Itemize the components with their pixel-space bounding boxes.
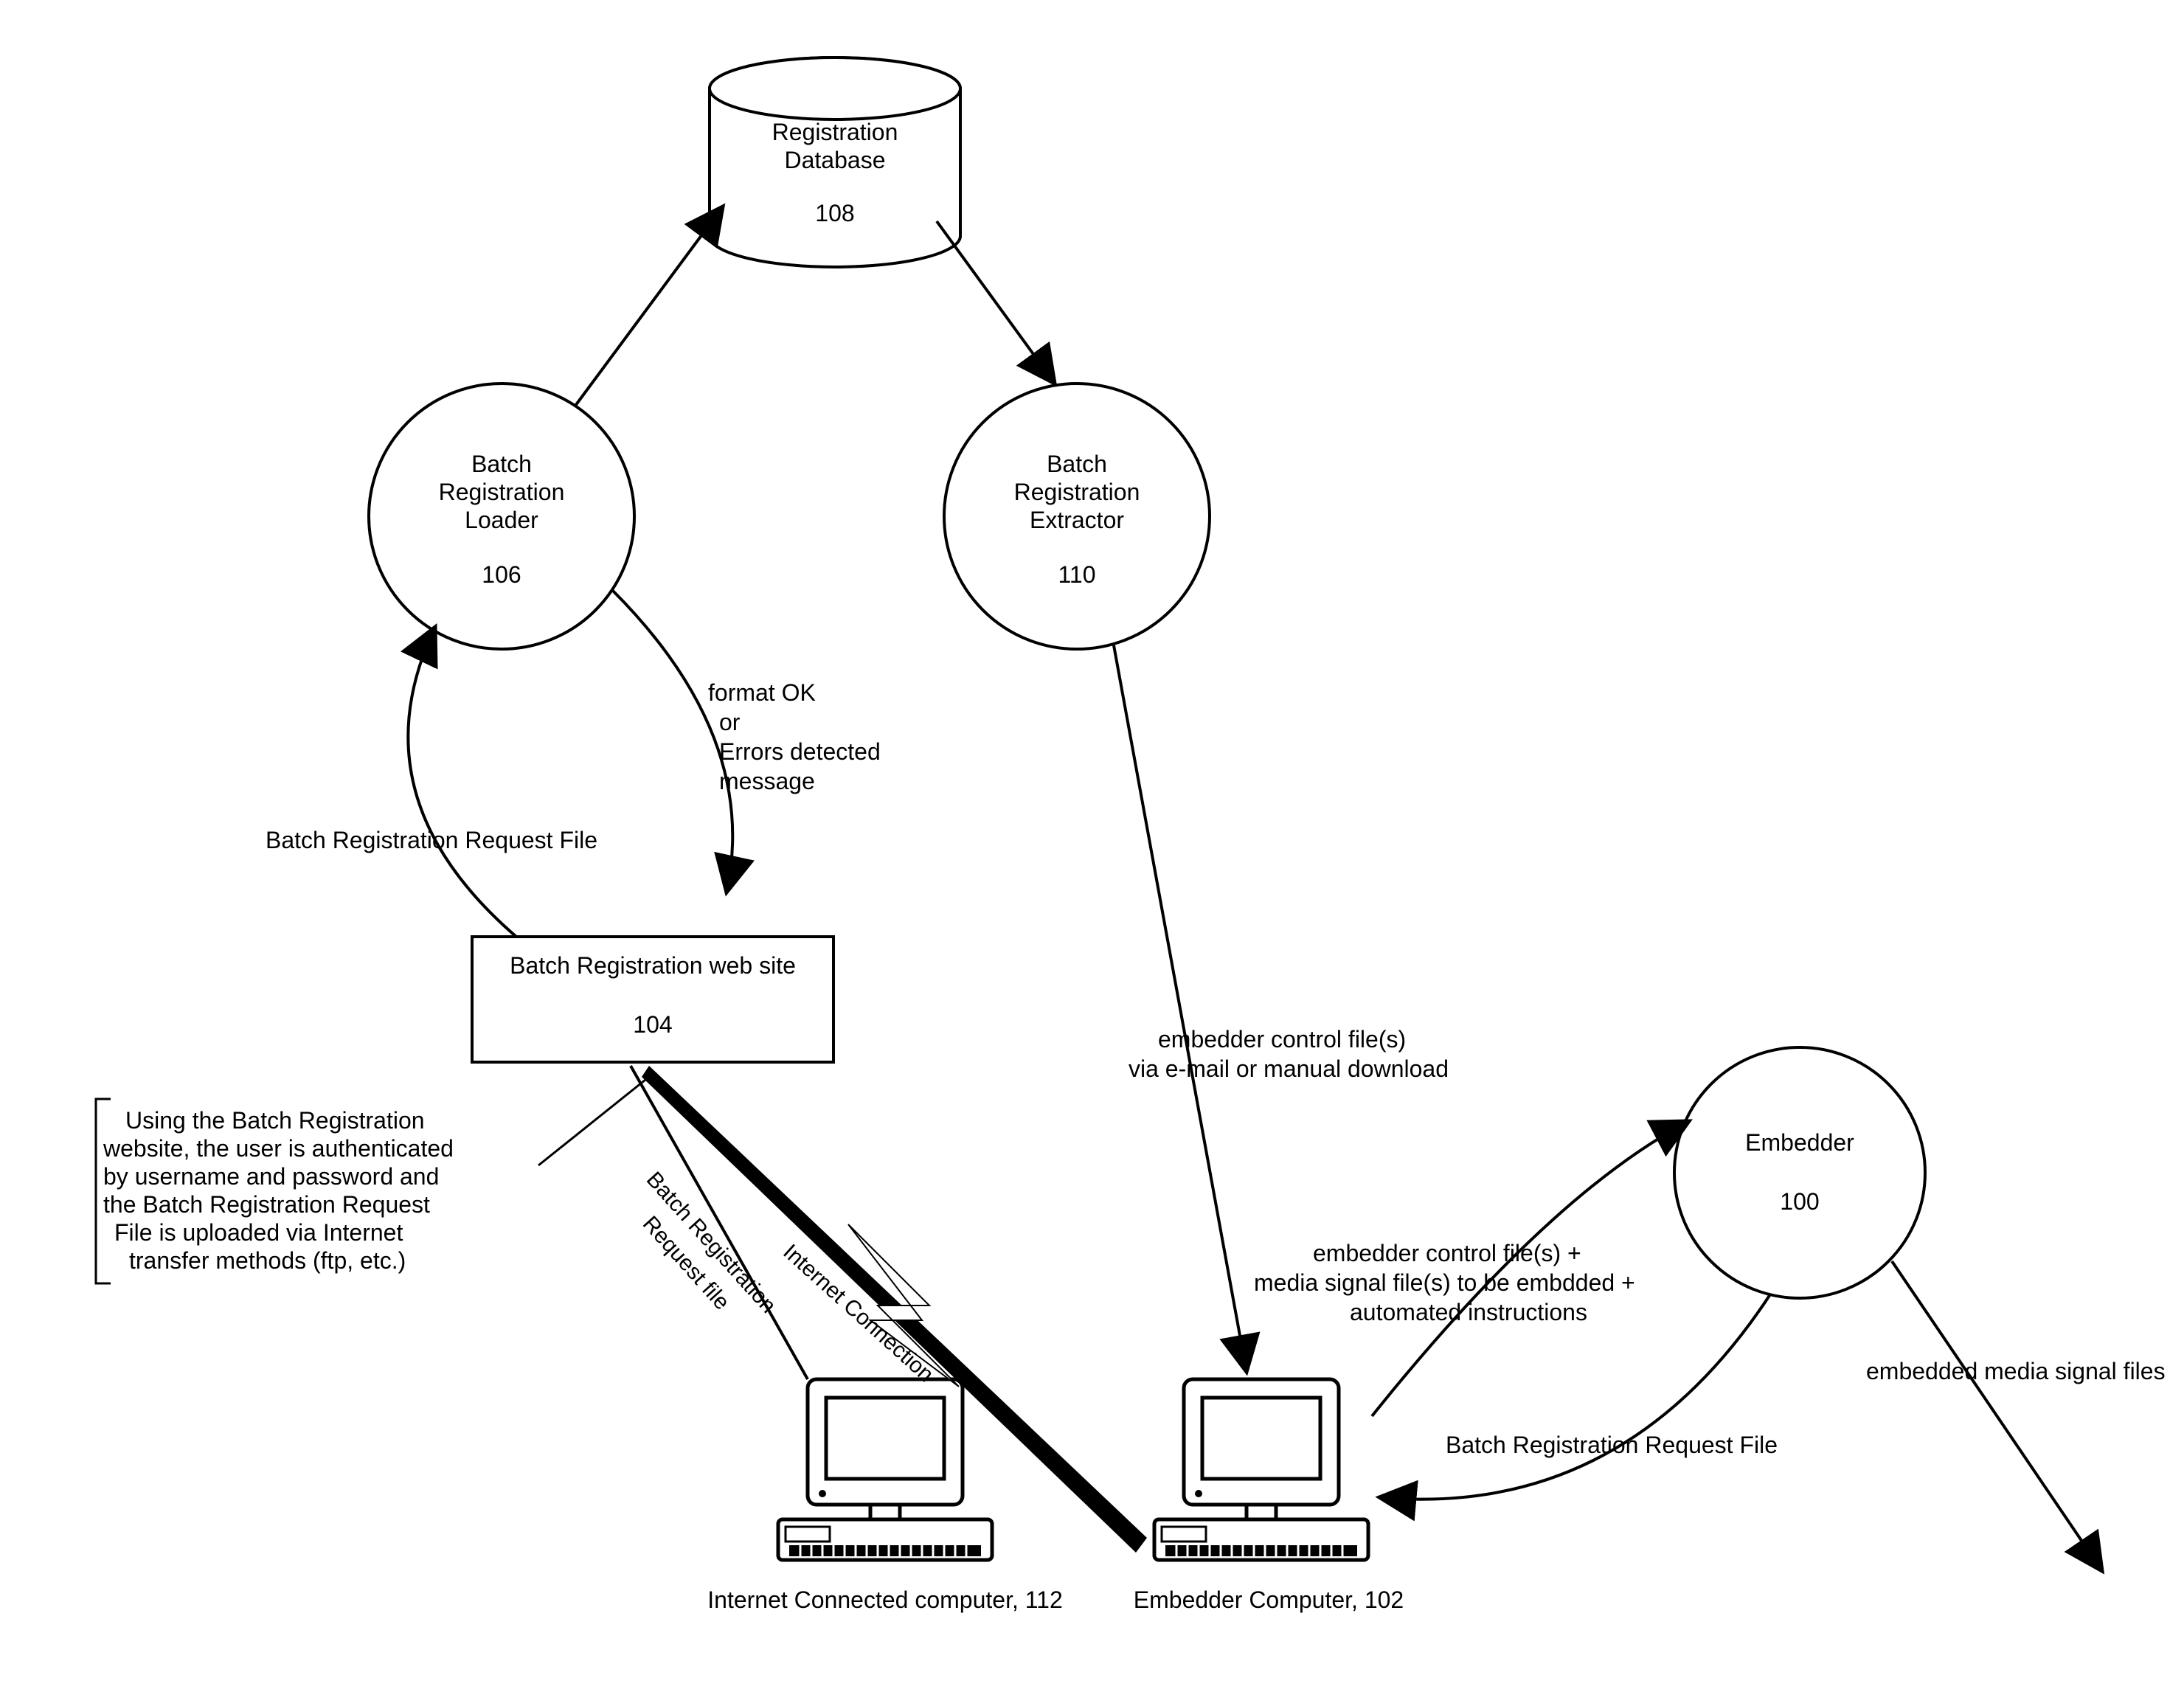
node-embedder: Embedder 100 [1674, 1047, 1925, 1298]
node-pc-embedder: Embedder Computer, 102 [1134, 1379, 1404, 1613]
label-fmt-3: Errors detected [719, 738, 881, 765]
edge-website-loader [408, 627, 516, 937]
loader-l1: Batch [471, 451, 532, 477]
computer-icon [778, 1379, 992, 1560]
node-website: Batch Registration web site 104 [472, 937, 833, 1062]
edge-extractor-pc [1114, 645, 1247, 1372]
edge-embedder-out [1892, 1261, 2102, 1571]
edge-loader-website [612, 590, 732, 892]
embedder-l1: Embedder [1745, 1129, 1854, 1156]
embedder-l3: 100 [1780, 1188, 1819, 1215]
label-batch-req-left: Batch Registration Request File [266, 827, 597, 853]
node-batch-loader: Batch Registration Loader 106 [369, 384, 634, 649]
pc-embedder-label: Embedder Computer, 102 [1134, 1587, 1404, 1613]
label-fmt-2: or [719, 709, 741, 735]
db-line2: Database [785, 147, 886, 173]
edge-loader-db [575, 207, 723, 406]
edge-pc-embedder-up [1372, 1121, 1689, 1416]
label-inputs-1: embedder control file(s) + [1313, 1240, 1581, 1266]
label-fmt-4: message [719, 768, 815, 794]
anno-l4: the Batch Registration Request [103, 1191, 430, 1218]
anno-l1: Using the Batch Registration [125, 1107, 425, 1134]
label-fmt-1: format OK [708, 679, 816, 706]
extractor-l5: 110 [1058, 561, 1095, 588]
loader-l2: Registration [439, 479, 565, 505]
anno-l6: transfer methods (ftp, etc.) [129, 1247, 406, 1274]
db-line1: Registration [772, 119, 898, 145]
db-line4: 108 [815, 200, 854, 226]
loader-l3: Loader [465, 507, 538, 533]
label-inputs-2: media signal file(s) to be embdded + [1254, 1269, 1635, 1296]
edge-annotation-pointer [538, 1077, 649, 1165]
anno-l3: by username and password and [103, 1163, 439, 1190]
label-inputs-3: automated instructions [1350, 1299, 1587, 1325]
website-l3: 104 [633, 1011, 672, 1038]
loader-l5: 106 [482, 561, 521, 588]
label-embedded-out: embedded media signal files [1866, 1358, 2166, 1384]
node-annotation: Using the Batch Registration website, th… [96, 1099, 454, 1283]
anno-l5: File is uploaded via Internet [114, 1219, 403, 1246]
anno-l2: website, the user is authenticated [103, 1135, 454, 1162]
edge-db-extractor [937, 221, 1055, 384]
extractor-l2: Registration [1014, 479, 1140, 505]
extractor-l3: Extractor [1030, 507, 1124, 533]
label-batch-req-right: Batch Registration Request File [1446, 1432, 1778, 1458]
label-embctrl-1: embedder control file(s) [1158, 1026, 1406, 1053]
pc-internet-label: Internet Connected computer, 112 [707, 1587, 1063, 1613]
node-registration-database: Registration Database 108 [710, 58, 960, 267]
extractor-l1: Batch [1047, 451, 1107, 477]
label-embctrl-2: via e-mail or manual download [1129, 1055, 1449, 1082]
node-batch-extractor: Batch Registration Extractor 110 [944, 384, 1210, 649]
computer-icon [1154, 1379, 1368, 1560]
website-l1: Batch Registration web site [510, 952, 796, 979]
